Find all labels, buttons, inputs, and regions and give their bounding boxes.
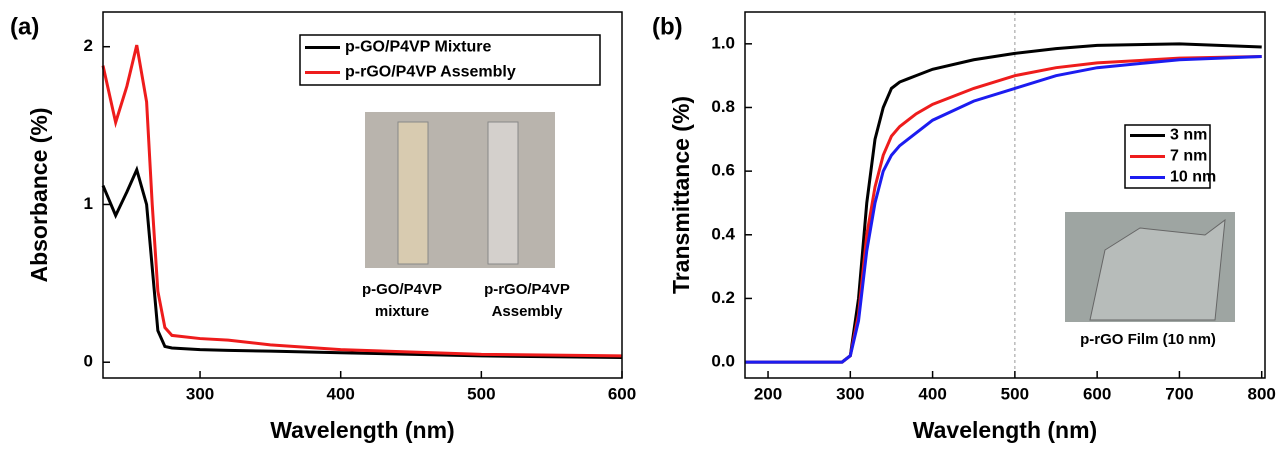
y-tick-label: 1.0 xyxy=(711,33,735,52)
x-axis-label: Wavelength (nm) xyxy=(270,417,454,443)
plot-frame xyxy=(102,11,623,379)
vial xyxy=(487,121,519,265)
photo-caption: p-rGO/P4VP xyxy=(484,281,570,298)
data-line xyxy=(745,42,1262,364)
x-tick-label: 800 xyxy=(1248,384,1276,403)
legend-label: p-GO/P4VP Mixture xyxy=(345,39,492,56)
x-tick-label: 500 xyxy=(467,384,495,403)
x-tick-label: 300 xyxy=(186,384,214,403)
photo-caption: mixture xyxy=(375,303,429,320)
plot-frame xyxy=(744,11,1266,379)
x-tick-label: 200 xyxy=(754,384,782,403)
y-tick-label: 0.6 xyxy=(711,161,735,180)
data-line xyxy=(101,165,623,359)
x-tick-label: 400 xyxy=(327,384,355,403)
y-tick-label: 0.0 xyxy=(711,352,735,371)
legend-label: 3 nm xyxy=(1170,127,1207,144)
y-tick-label: 0 xyxy=(84,352,93,371)
panel-label: (a) xyxy=(10,13,39,40)
y-axis-label: Absorbance (%) xyxy=(26,107,52,282)
x-tick-label: 300 xyxy=(836,384,864,403)
x-axis-label: Wavelength (nm) xyxy=(913,417,1097,443)
panel-label: (b) xyxy=(652,13,683,40)
legend-box xyxy=(299,34,601,86)
x-tick-label: 600 xyxy=(608,384,636,403)
inset-photo xyxy=(365,112,555,268)
x-tick-label: 500 xyxy=(1001,384,1029,403)
vial xyxy=(397,121,429,265)
film xyxy=(1089,218,1226,321)
x-tick-label: 400 xyxy=(918,384,946,403)
legend-label: 7 nm xyxy=(1170,148,1207,165)
photo-caption: p-GO/P4VP xyxy=(362,281,442,298)
photo-caption: p-rGO Film (10 nm) xyxy=(1080,331,1216,348)
y-axis-label: Transmittance (%) xyxy=(668,96,694,294)
data-line xyxy=(101,44,623,358)
y-tick-label: 1 xyxy=(84,194,93,213)
x-tick-label: 700 xyxy=(1165,384,1193,403)
y-tick-label: 0.8 xyxy=(711,97,735,116)
data-line xyxy=(745,55,1262,364)
y-tick-label: 2 xyxy=(84,36,93,55)
photo-caption: Assembly xyxy=(492,303,564,320)
x-tick-label: 600 xyxy=(1083,384,1111,403)
y-tick-label: 0.4 xyxy=(711,224,735,243)
legend-label: 10 nm xyxy=(1170,169,1216,186)
legend-label: p-rGO/P4VP Assembly xyxy=(345,64,516,81)
y-tick-label: 0.2 xyxy=(711,288,735,307)
